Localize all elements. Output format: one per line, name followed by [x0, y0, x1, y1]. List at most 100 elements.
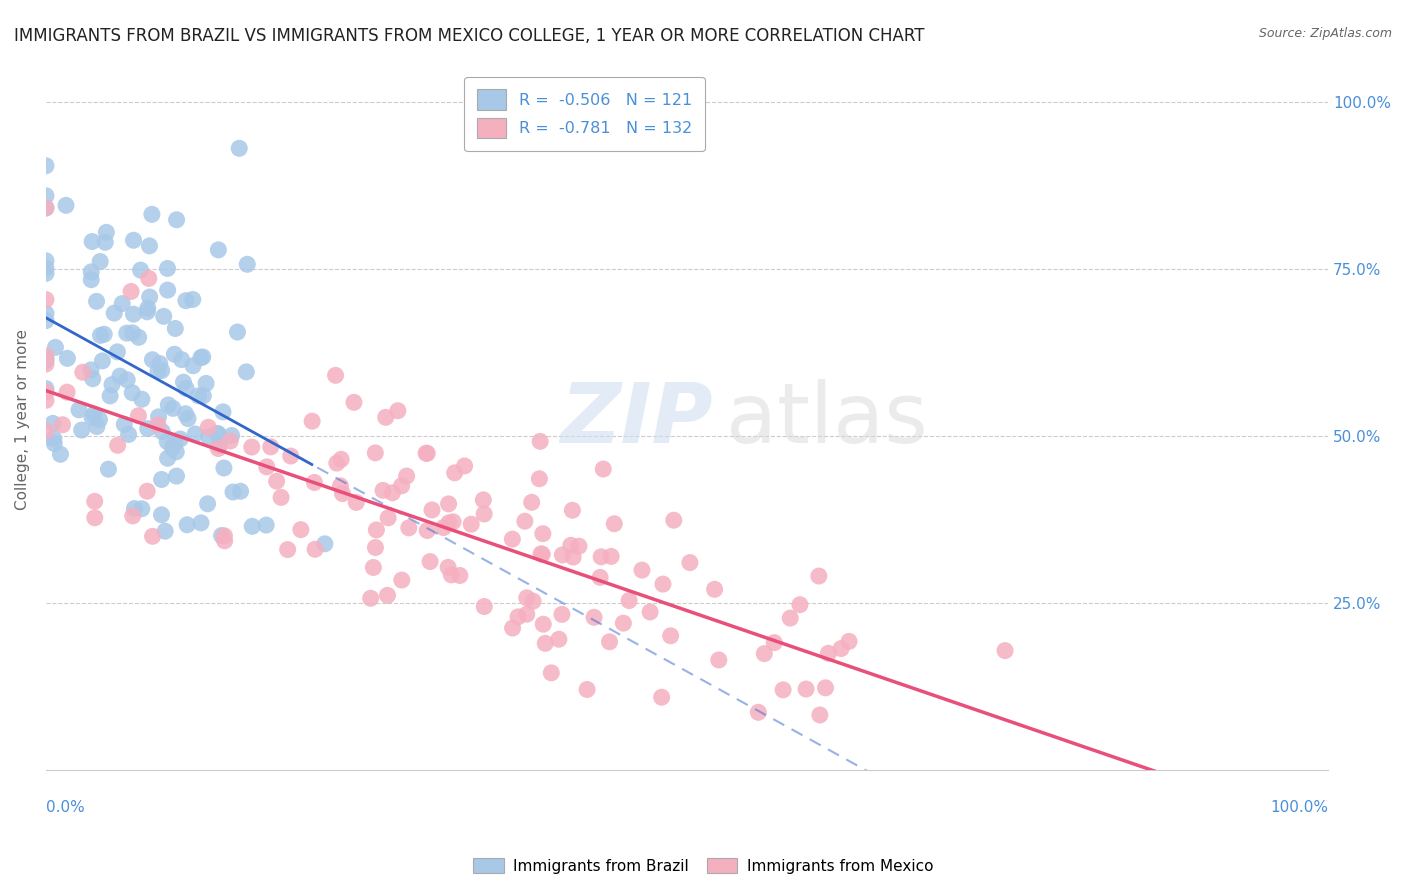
- Point: [453, 458, 475, 473]
- Point: [44, 436, 66, 450]
- Point: [149, 357, 172, 371]
- Point: [472, 507, 495, 521]
- Point: [830, 641, 852, 656]
- Point: [501, 532, 523, 546]
- Point: [156, 451, 179, 466]
- Point: [679, 556, 702, 570]
- Point: [374, 410, 396, 425]
- Point: [371, 483, 394, 498]
- Point: [162, 401, 184, 416]
- Point: [551, 548, 574, 562]
- Point: [290, 523, 312, 537]
- Point: [576, 682, 599, 697]
- Point: [177, 411, 200, 425]
- Point: [35, 384, 58, 399]
- Point: [163, 436, 186, 450]
- Point: [229, 484, 252, 499]
- Point: [35, 349, 58, 363]
- Point: [617, 593, 640, 607]
- Point: [138, 290, 160, 304]
- Point: [364, 446, 387, 460]
- Point: [138, 271, 160, 285]
- Point: [416, 524, 439, 538]
- Point: [522, 594, 544, 608]
- Point: [304, 475, 326, 490]
- Point: [591, 549, 613, 564]
- Point: [301, 414, 323, 428]
- Point: [432, 520, 454, 534]
- Point: [529, 434, 551, 449]
- Point: [808, 708, 831, 723]
- Point: [568, 539, 591, 553]
- Point: [193, 389, 215, 403]
- Point: [363, 560, 385, 574]
- Point: [516, 591, 538, 605]
- Point: [35, 159, 58, 173]
- Point: [181, 359, 204, 373]
- Point: [789, 598, 811, 612]
- Point: [156, 283, 179, 297]
- Point: [343, 395, 366, 409]
- Point: [600, 549, 623, 564]
- Point: [440, 567, 463, 582]
- Point: [107, 438, 129, 452]
- Point: [531, 617, 554, 632]
- Point: [136, 301, 159, 316]
- Point: [86, 294, 108, 309]
- Point: [93, 327, 115, 342]
- Point: [121, 508, 143, 523]
- Point: [214, 529, 236, 543]
- Point: [277, 542, 299, 557]
- Point: [56, 385, 79, 400]
- Point: [112, 417, 135, 432]
- Point: [814, 681, 837, 695]
- Point: [256, 459, 278, 474]
- Point: [166, 469, 188, 483]
- Point: [80, 265, 103, 279]
- Point: [191, 350, 214, 364]
- Point: [83, 407, 105, 421]
- Point: [235, 365, 257, 379]
- Point: [156, 434, 179, 449]
- Point: [115, 373, 138, 387]
- Point: [138, 239, 160, 253]
- Point: [437, 560, 460, 574]
- Point: [516, 607, 538, 622]
- Text: 100.0%: 100.0%: [1270, 800, 1329, 815]
- Point: [165, 321, 187, 335]
- Point: [124, 501, 146, 516]
- Point: [103, 306, 125, 320]
- Point: [794, 681, 817, 696]
- Point: [325, 368, 347, 383]
- Point: [506, 610, 529, 624]
- Point: [184, 426, 207, 441]
- Point: [148, 409, 170, 424]
- Point: [415, 446, 437, 460]
- Point: [703, 582, 725, 597]
- Point: [190, 351, 212, 365]
- Point: [101, 377, 124, 392]
- Point: [631, 563, 654, 577]
- Point: [190, 516, 212, 530]
- Point: [344, 495, 367, 509]
- Point: [105, 344, 128, 359]
- Point: [763, 635, 786, 649]
- Point: [136, 484, 159, 499]
- Point: [146, 417, 169, 432]
- Point: [534, 636, 557, 650]
- Point: [35, 424, 58, 438]
- Point: [212, 405, 235, 419]
- Point: [35, 201, 58, 215]
- Point: [128, 330, 150, 344]
- Point: [96, 225, 118, 239]
- Point: [260, 440, 283, 454]
- Point: [207, 243, 229, 257]
- Point: [136, 421, 159, 435]
- Point: [395, 469, 418, 483]
- Point: [42, 417, 65, 431]
- Point: [174, 407, 197, 421]
- Text: atlas: atlas: [725, 379, 928, 460]
- Point: [531, 526, 554, 541]
- Point: [176, 517, 198, 532]
- Point: [172, 375, 194, 389]
